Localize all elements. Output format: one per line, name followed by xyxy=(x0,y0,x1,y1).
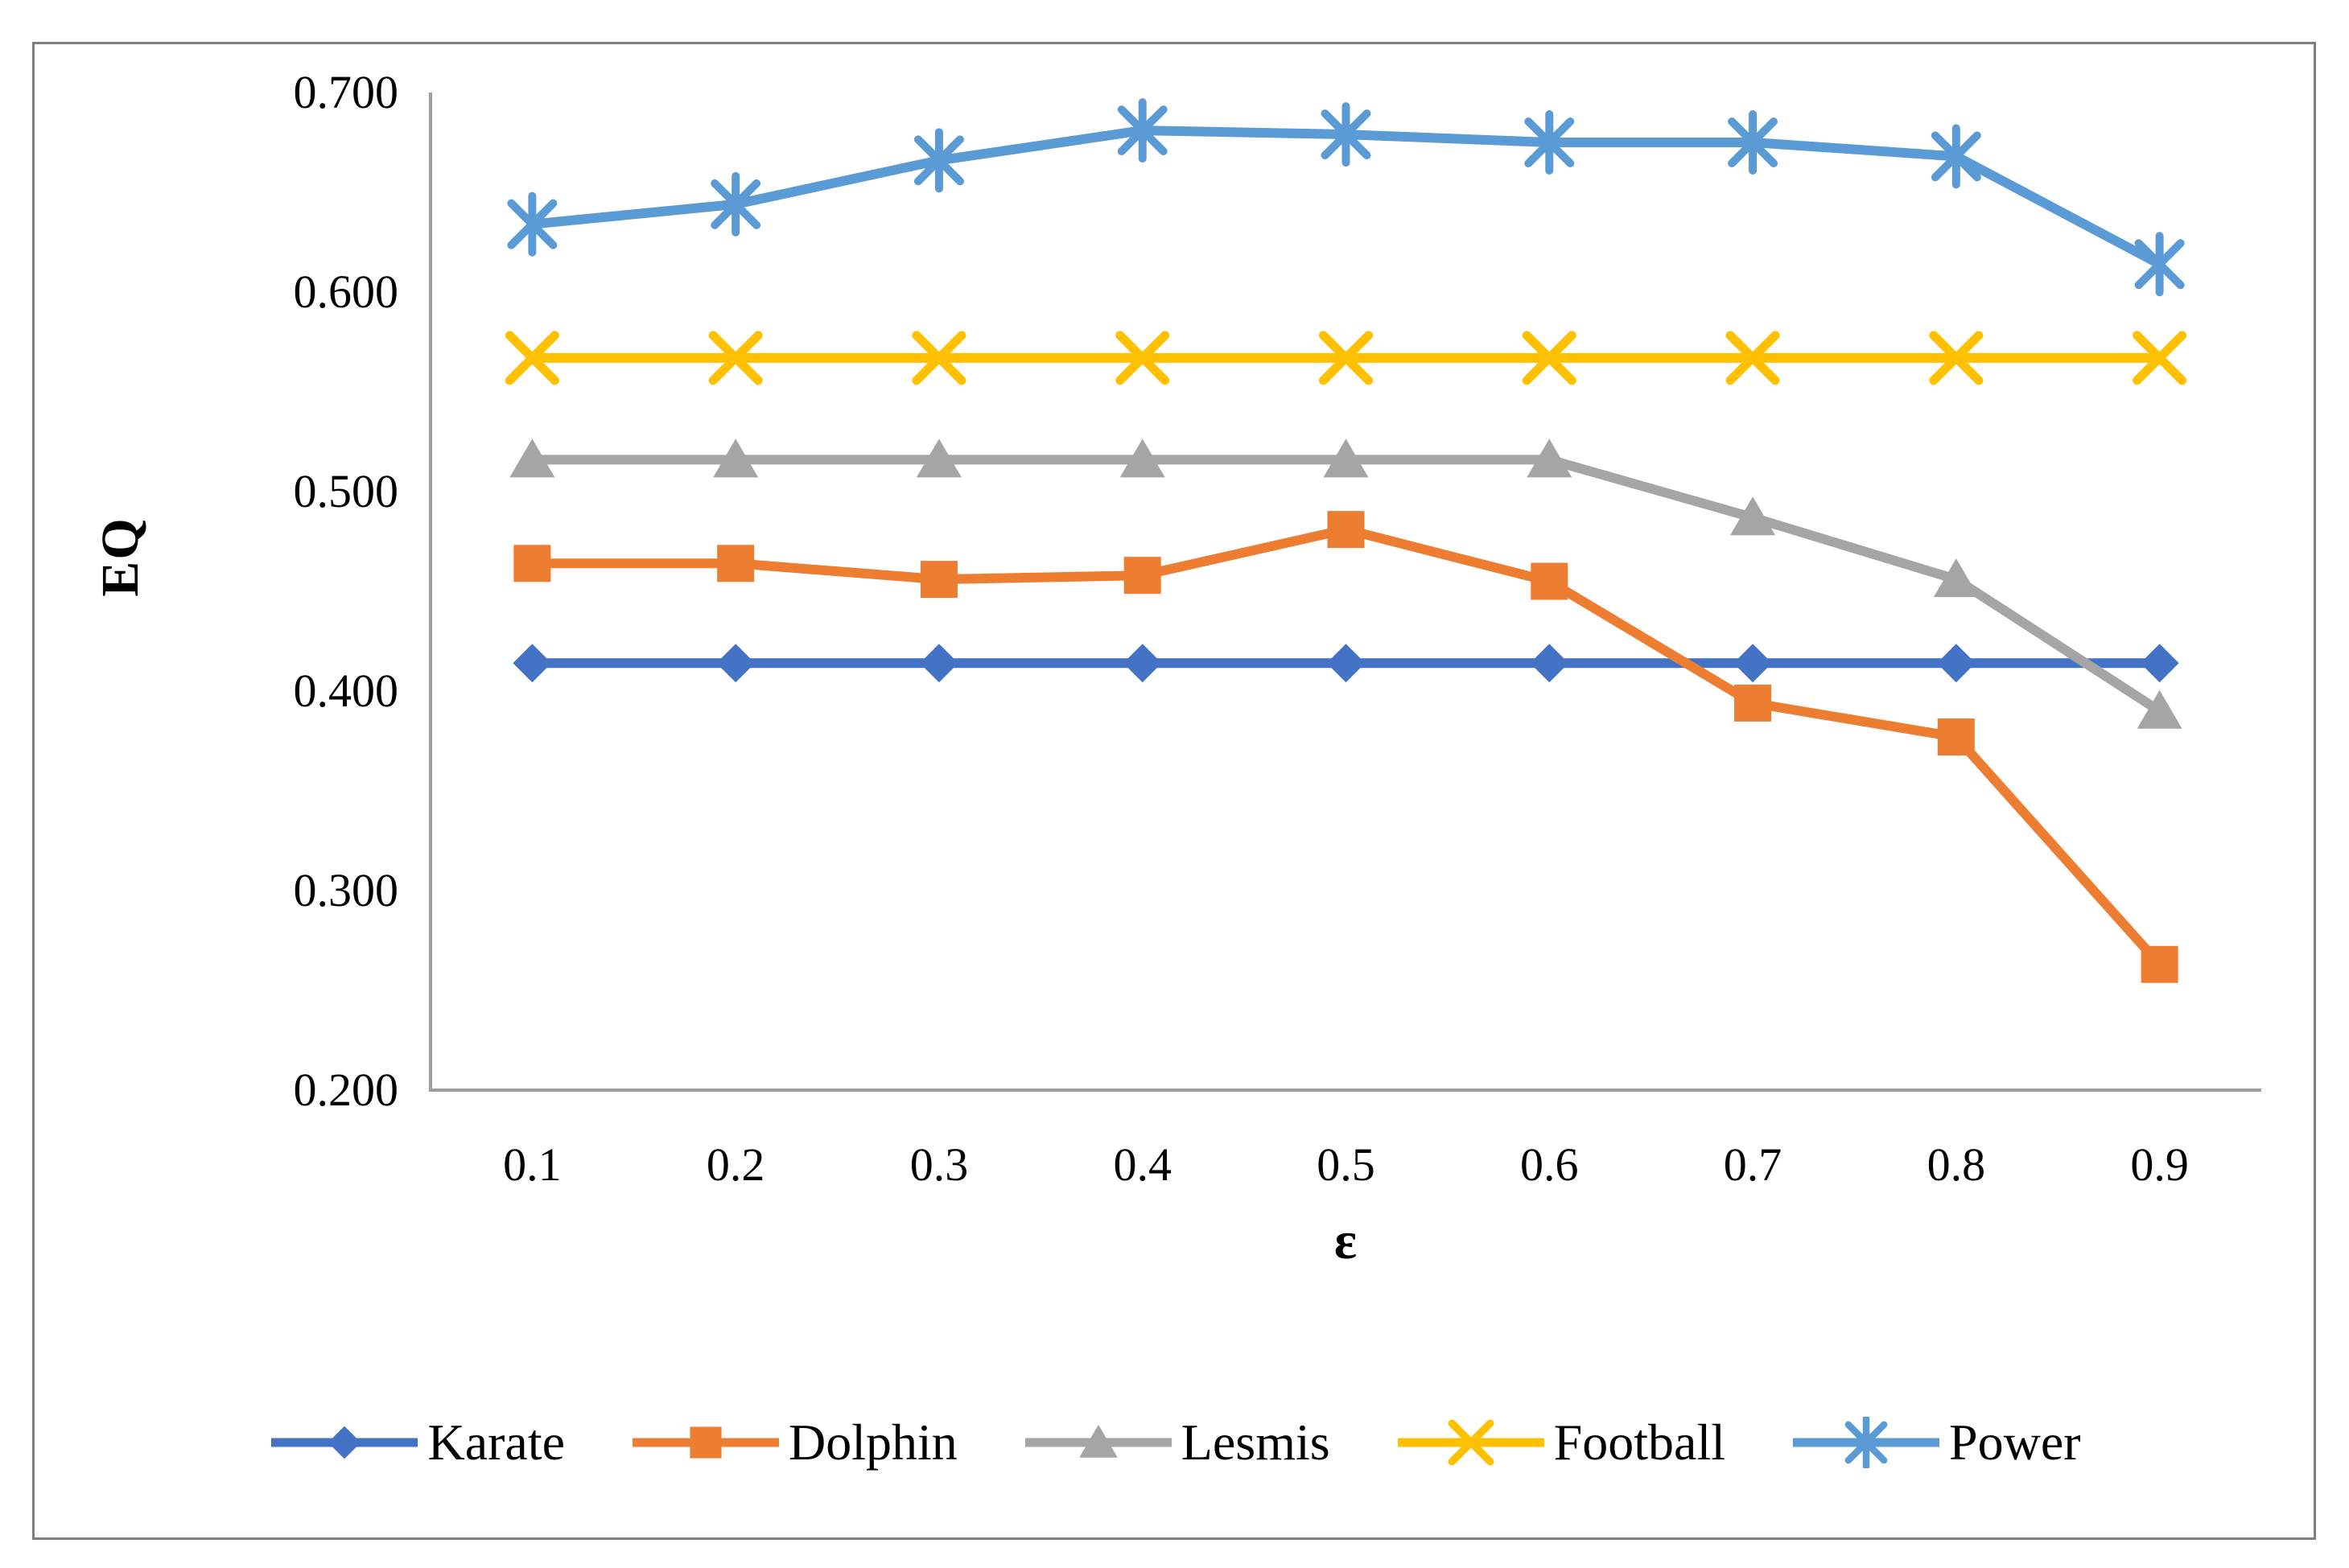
square-marker-icon xyxy=(513,545,551,582)
y-tick-label: 0.600 xyxy=(293,265,399,318)
x-tick-label: 0.7 xyxy=(1723,1138,1782,1191)
x-tick-label: 0.9 xyxy=(2130,1138,2189,1191)
x-tick-label: 0.2 xyxy=(706,1138,765,1191)
asterisk-marker-icon xyxy=(1844,1417,1888,1468)
y-tick-label: 0.300 xyxy=(293,864,399,916)
square-marker-icon xyxy=(1531,562,1568,600)
triangle-marker-icon xyxy=(1078,1424,1118,1458)
series-dolphin xyxy=(513,511,2178,983)
square-marker-icon xyxy=(2141,945,2178,983)
diamond-marker-icon xyxy=(1733,644,1773,683)
y-tick-label: 0.500 xyxy=(293,465,399,517)
legend-item-dolphin: Dolphin xyxy=(629,1414,958,1471)
x-tick-label: 0.1 xyxy=(503,1138,562,1191)
series-lesmis xyxy=(509,438,2182,729)
diamond-marker-icon xyxy=(1530,644,1569,683)
legend-label: Dolphin xyxy=(789,1414,958,1471)
y-tick-label: 0.400 xyxy=(293,665,399,717)
x-marker-icon xyxy=(1929,331,1984,385)
legend-label: Power xyxy=(1949,1414,2081,1471)
x-marker-icon xyxy=(1725,331,1780,385)
legend-marker-square xyxy=(633,1426,779,1459)
diamond-marker-icon xyxy=(513,644,552,683)
series-power xyxy=(507,98,2185,297)
asterisk-marker-icon xyxy=(711,171,761,237)
figure-border xyxy=(32,42,2316,1540)
x-axis-title: ε xyxy=(1333,1212,1358,1270)
square-marker-icon xyxy=(690,1426,722,1459)
legend-label: Football xyxy=(1553,1414,1725,1471)
asterisk-marker-icon xyxy=(1117,98,1168,163)
legend-item-football: Football xyxy=(1395,1414,1725,1471)
diamond-marker-icon xyxy=(919,644,958,683)
series-karate xyxy=(513,644,2179,683)
diamond-marker-icon xyxy=(1936,644,1976,683)
x-marker-icon xyxy=(1522,331,1576,385)
x-tick-label: 0.4 xyxy=(1113,1138,1172,1191)
legend-marker-asterisk xyxy=(1793,1417,1939,1468)
asterisk-marker-icon xyxy=(913,128,964,193)
triangle-marker-icon xyxy=(2137,689,2182,729)
triangle-marker-icon xyxy=(1119,438,1165,478)
triangle-marker-icon xyxy=(1527,438,1572,478)
legend-item-lesmis: Lesmis xyxy=(1022,1414,1330,1471)
legend-label: Karate xyxy=(427,1414,565,1471)
legend-label: Lesmis xyxy=(1181,1414,1330,1471)
triangle-marker-icon xyxy=(916,438,962,478)
axis-lines xyxy=(429,93,2261,1092)
triangle-marker-icon xyxy=(1323,438,1369,478)
x-tick-label: 0.8 xyxy=(1927,1138,1986,1191)
x-tick-label: 0.3 xyxy=(909,1138,969,1191)
x-marker-icon xyxy=(708,331,763,385)
square-marker-icon xyxy=(920,561,958,599)
series-line xyxy=(532,525,2164,968)
diamond-marker-icon xyxy=(328,1426,361,1459)
x-tick-label: 0.6 xyxy=(1520,1138,1579,1191)
triangle-marker-icon xyxy=(1730,496,1776,536)
x-marker-icon xyxy=(1448,1419,1494,1466)
diamond-marker-icon xyxy=(716,644,756,683)
triangle-marker-icon xyxy=(1933,558,1979,598)
y-tick-label: 0.200 xyxy=(293,1064,399,1116)
asterisk-marker-icon xyxy=(2134,232,2185,297)
legend-item-karate: Karate xyxy=(268,1414,565,1471)
x-marker-icon xyxy=(2133,331,2187,385)
square-marker-icon xyxy=(1123,557,1161,595)
legend-marker-triangle xyxy=(1024,1424,1172,1458)
y-tick-label: 0.700 xyxy=(293,66,399,118)
x-marker-icon xyxy=(912,331,966,385)
square-marker-icon xyxy=(1937,718,1975,756)
x-tick-label: 0.5 xyxy=(1317,1138,1375,1191)
legend-marker-x xyxy=(1397,1419,1544,1466)
triangle-marker-icon xyxy=(509,438,555,478)
series-football xyxy=(505,331,2187,385)
square-marker-icon xyxy=(1327,511,1365,549)
legend-item-power: Power xyxy=(1790,1414,2081,1471)
square-marker-icon xyxy=(1734,684,1772,722)
diamond-marker-icon xyxy=(1326,644,1366,683)
asterisk-marker-icon xyxy=(1728,110,1778,175)
asterisk-marker-icon xyxy=(1524,110,1575,175)
x-marker-icon xyxy=(1319,331,1373,385)
diamond-marker-icon xyxy=(1123,644,1162,683)
legend-marker-diamond xyxy=(271,1426,418,1459)
diamond-marker-icon xyxy=(2140,644,2179,683)
asterisk-marker-icon xyxy=(1321,102,1371,167)
asterisk-marker-icon xyxy=(1931,124,1981,189)
x-marker-icon xyxy=(505,331,559,385)
legend: Karate Dolphin Lesmis Football Power xyxy=(0,1414,2349,1471)
asterisk-marker-icon xyxy=(507,191,558,257)
triangle-marker-icon xyxy=(713,438,759,478)
x-marker-icon xyxy=(1115,331,1170,385)
square-marker-icon xyxy=(717,545,755,582)
y-axis-title: EQ xyxy=(91,516,150,597)
